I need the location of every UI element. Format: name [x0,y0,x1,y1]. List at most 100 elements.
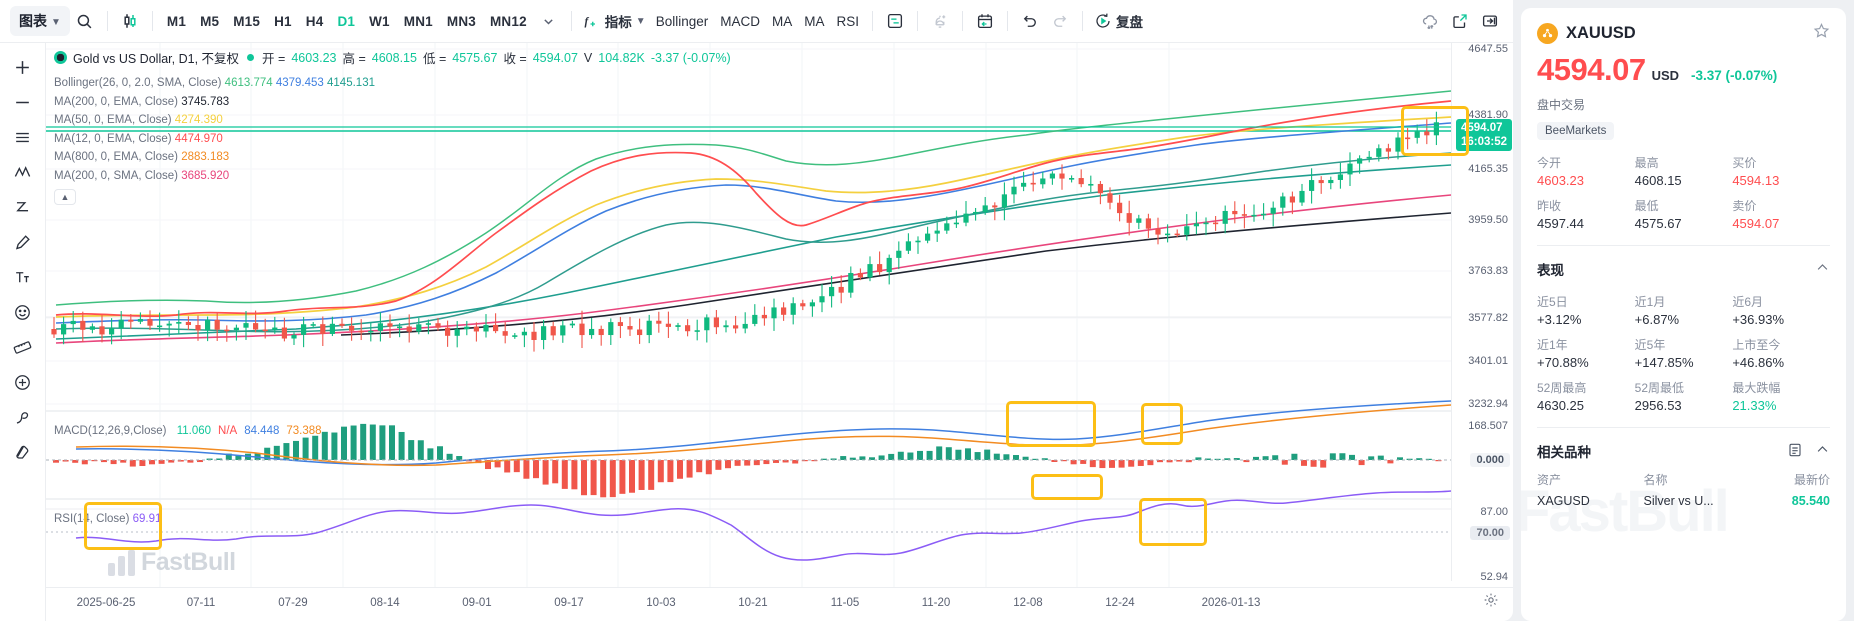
macd-histogram-bar [341,426,347,460]
candle-body [80,320,86,330]
time-axis[interactable]: 2025-06-25 07-11 07-29 08-14 09-01 09-17… [46,587,1513,621]
timeframe-mn12[interactable]: MN12 [489,13,527,29]
chevron-up-icon[interactable] [1815,260,1830,278]
emoji-icon[interactable] [7,296,39,328]
chart-menu-button[interactable]: 图表 ▼ [10,6,70,36]
text-tool-icon[interactable] [7,261,39,293]
price-tick: 4647.55 [1468,43,1508,55]
candle-body [1165,233,1171,236]
timeframe-h1[interactable]: H1 [274,13,292,29]
last-price: 4594.07 [1537,52,1646,87]
timeframe-mn1[interactable]: MN1 [403,13,433,29]
indicator-chip-macd[interactable]: MACD [720,13,760,29]
candle-body [1088,183,1094,186]
macd-histogram-bar [965,448,971,460]
related-cell-price[interactable]: 85.540 [1791,494,1830,508]
divider [151,11,153,31]
timeframe-w1[interactable]: W1 [369,13,390,29]
eraser-icon[interactable] [7,436,39,468]
candle-body [1213,222,1219,225]
candle-body [521,331,527,336]
macd-histogram-bar [734,460,741,466]
macd-histogram-bar [917,450,923,460]
performance-section-header[interactable]: 表现 [1537,259,1830,279]
candle-body [1222,210,1228,224]
candlestick-icon[interactable] [115,6,145,36]
macd-histogram-bar [216,458,223,460]
related-cell-name[interactable]: Silver vs U... [1643,494,1714,508]
quote-cell: 今开 4603.23 [1537,154,1635,188]
indicator-chip-rsi[interactable]: RSI [836,13,859,29]
macd-histogram-bar [533,460,539,479]
macd-histogram-bar [888,453,895,460]
candle-body [243,323,249,328]
magnet-target-icon[interactable] [7,366,39,398]
broker-badge[interactable]: BeeMarkets [1537,122,1615,140]
replay-button[interactable]: 复盘 [1090,11,1147,31]
performance-cell: 近5年 +147.85% [1635,336,1733,370]
indicator-chip-ma-1[interactable]: MA [771,13,793,29]
brush-icon[interactable] [7,226,39,258]
performance-label: 最大跌幅 [1732,381,1781,395]
macd-histogram-bar [129,460,136,467]
macd-histogram-bar [389,425,395,460]
candle-body [1347,163,1353,175]
star-outline-icon[interactable] [1813,22,1830,44]
add-icon[interactable] [7,51,39,83]
timeframe-m1[interactable]: M1 [166,13,187,29]
search-icon[interactable] [70,6,100,36]
performance-label: 52周最低 [1634,381,1685,395]
related-cell-asset[interactable]: XAGUSD [1537,494,1590,508]
related-header: 名称 [1643,473,1668,487]
macd-histogram-bar [878,455,885,460]
legend-collapse-chevron-up-icon[interactable]: ▲ [54,189,76,205]
timeframe-d1[interactable]: D1 [337,13,356,29]
arrow-tool-icon[interactable] [7,191,39,223]
candle-body [483,324,489,332]
candle-body [262,329,268,332]
candle-body [665,323,671,327]
timeframe-m15[interactable]: M15 [233,13,261,29]
collapse-panel-icon[interactable] [1475,6,1505,36]
cloud-sync-icon[interactable] [1415,6,1445,36]
macd-histogram-bar [1147,460,1154,466]
timeframe-mn3[interactable]: MN3 [446,13,476,29]
line-icon[interactable] [7,86,39,118]
list-icon[interactable] [1787,442,1803,461]
macd-histogram-bar [792,460,799,464]
calendar-back-icon[interactable] [970,6,1000,36]
timeframe-h4[interactable]: H4 [305,13,324,29]
gear-icon[interactable] [1483,592,1499,613]
quote-cell: 最高 4608.15 [1635,154,1733,188]
timeframe-m5[interactable]: M5 [200,13,220,29]
candle-body [464,326,470,330]
macd-histogram-bar [321,431,328,460]
chevron-up-icon[interactable] [1815,442,1830,460]
popout-icon[interactable] [1445,6,1475,36]
chart-canvas-area[interactable]: Gold vs US Dollar, D1, 不复权 开 = 4603.23 高… [46,43,1513,621]
macd-histogram-bar [360,423,367,460]
undo-icon[interactable] [1015,6,1045,36]
horizontal-lines-icon[interactable] [7,121,39,153]
candle-body [589,328,595,336]
macd-histogram-bar [821,458,827,460]
macd-histogram-bar [581,460,587,496]
candle-body [205,319,211,331]
ruler-icon[interactable] [7,331,39,363]
candle-body [99,326,105,335]
chart-panel: 图表 ▼ M1 M5 M15 H1 H4 D1 W1 MN1 MN3 MN12 [0,0,1513,621]
candle-body [1395,137,1401,152]
macd-histogram-bar [715,460,722,470]
pen-icon[interactable] [7,401,39,433]
related-section-header[interactable]: 相关品种 [1537,441,1830,461]
indicators-button[interactable]: f 指标 ▼ [579,11,650,31]
indicator-chip-bollinger[interactable]: Bollinger [655,13,709,29]
wave-icon[interactable] [7,156,39,188]
bell-alert-icon[interactable] [925,6,955,36]
layout-icon[interactable] [880,6,910,36]
timeframe-more-chevron-down-icon[interactable] [534,6,564,36]
macd-histogram-bar [101,460,107,463]
indicator-chip-ma-2[interactable]: MA [804,13,825,29]
macd-histogram-bar [283,443,290,460]
redo-icon[interactable] [1045,6,1075,36]
